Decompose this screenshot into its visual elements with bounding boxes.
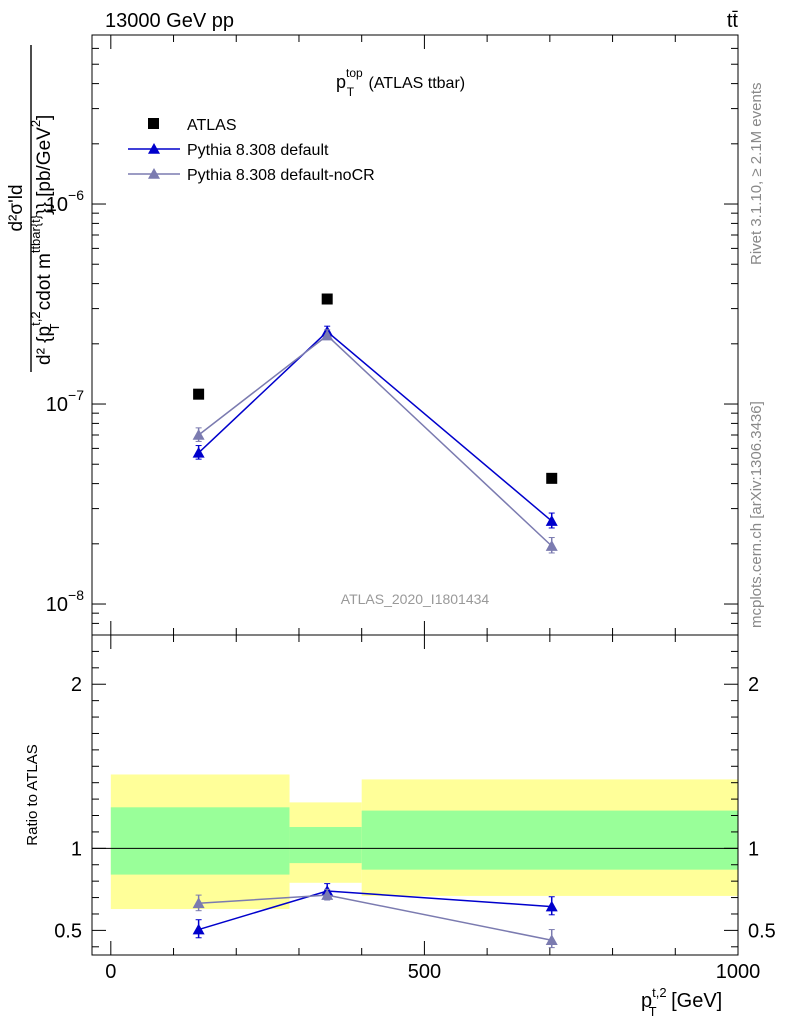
header-right-label: tt̄ (727, 10, 739, 32)
data-point-triangle (192, 446, 205, 458)
main-y-tick-label: 10−6 (46, 187, 84, 216)
uncertainty-band-green (289, 827, 362, 864)
ratio-data-point (545, 900, 558, 912)
legend-marker-triangle (148, 143, 160, 154)
x-axis-label: pt,2 T [GeV] (641, 985, 722, 1019)
ratio-series-1 (192, 888, 558, 949)
legend-label: Pythia 8.308 default (187, 142, 329, 159)
main-title: ptop T (ATLAS ttbar) (336, 66, 465, 99)
series-2 (192, 329, 558, 554)
ratio-y-tick-label-right: 2 (748, 674, 759, 696)
series-1 (192, 325, 558, 529)
data-point-atlas (193, 388, 205, 400)
main-y-tick-label: 10−7 (46, 387, 84, 416)
y-label-denominator: d² {pt,2T cdot mttbar{t}}} [pb/GeV2] (28, 115, 62, 365)
ratio-x-tick-label: 1000 (716, 961, 761, 983)
data-point-triangle (192, 429, 205, 440)
ratio-y-tick-label-left: 2 (71, 674, 82, 696)
header-left-label: 13000 GeV pp (105, 10, 234, 32)
main-panel: 10−6 10−7 10−8 ptop T (ATLAS ttbar) ATLAS_202… (6, 34, 739, 636)
ratio-y-tick-label-left: 1 (71, 838, 82, 860)
legend-label: Pythia 8.308 default-noCR (187, 167, 375, 184)
y-label-numerator: d²σ'ld (6, 184, 27, 231)
ratio-data-point (545, 934, 558, 946)
legend: ATLAS Pythia 8.308 default Pythia 8.308 de… (128, 117, 375, 184)
legend-marker-atlas (148, 118, 159, 129)
ratio-data-point (192, 923, 205, 935)
ratio-x-tick-label: 500 (408, 961, 441, 983)
main-y-tick-label: 10−8 (46, 587, 84, 616)
ratio-data-point (321, 889, 334, 900)
rivet-label: Rivet 3.1.10, ≥ 2.1M events (748, 83, 765, 266)
series-0 (193, 293, 558, 484)
ratio-x-tick-label: 0 (105, 961, 116, 983)
legend-marker-triangle (148, 168, 160, 179)
series-line (198, 334, 553, 547)
watermark-label: ATLAS_2020_I1801434 (341, 591, 490, 607)
ratio-y-tick-label-right: 0.5 (748, 920, 776, 942)
ratio-y-tick-label-right: 1 (748, 838, 759, 860)
mcplots-label: mcplots.cern.ch [arXiv:1306.3436] (748, 401, 765, 628)
ratio-y-axis-label: Ratio to ATLAS (24, 744, 41, 845)
data-point-triangle (545, 540, 558, 551)
data-point-atlas (321, 293, 333, 305)
ratio-frame (91, 634, 739, 956)
ratio-panel: 0.5 0.5 1 1 2 2 0 500 1000 Ratio to ATLAS pt,2 T [G… (24, 634, 776, 1019)
series-line (198, 330, 553, 522)
uncertainty-band-green (361, 810, 738, 870)
ratio-y-tick-label-left: 0.5 (54, 920, 82, 942)
data-point-triangle (321, 329, 334, 341)
data-point-atlas (546, 472, 558, 484)
legend-label: ATLAS (187, 117, 237, 134)
ratio-data-point (192, 897, 205, 909)
uncertainty-band-green (110, 807, 290, 875)
data-point-triangle (545, 515, 558, 526)
